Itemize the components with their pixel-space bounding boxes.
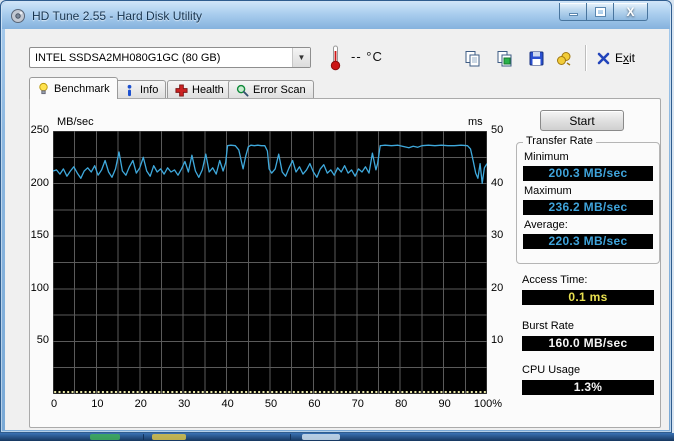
taskbar-item [302,434,340,440]
thermometer-icon [330,45,341,71]
access-time-label: Access Time: [522,274,588,286]
tab-error-scan[interactable]: Error Scan [228,80,314,99]
exit-label: Exit [615,51,636,65]
tab-info[interactable]: Info [115,80,167,99]
drive-select-value: INTEL SSDSA2MH080G1GC (80 GB) [35,51,221,64]
maximize-button[interactable] [587,3,614,21]
minimize-icon [568,13,578,16]
tab-health-label: Health [192,84,224,96]
y-right-axis-unit: ms [468,116,483,128]
health-cross-icon [175,83,188,97]
copy-icon [465,50,479,66]
taskbar-icon [90,434,120,440]
toolbar-separator [585,45,586,71]
magnifier-icon [236,84,249,97]
temperature-value: -- [351,49,362,64]
transfer-rate-plot [53,131,487,394]
temperature-unit: °C [366,49,383,64]
y-left-axis-unit: MB/sec [57,116,94,128]
tab-benchmark-label: Benchmark [54,82,110,95]
transfer-rate-legend: Transfer Rate [523,135,596,147]
close-button[interactable]: X [614,3,648,21]
donate-button[interactable] [551,46,577,70]
minimum-label: Minimum [524,151,569,163]
maximum-label: Maximum [524,185,572,197]
burst-rate-value: 160.0 MB/sec [522,336,654,351]
close-icon: X [626,4,635,19]
app-icon [11,8,25,23]
drive-select-dropdown[interactable]: INTEL SSDSA2MH080G1GC (80 GB) ▼ [29,47,311,68]
average-label: Average: [524,219,568,231]
tab-error-scan-label: Error Scan [253,84,306,96]
cpu-usage-label: CPU Usage [522,364,581,376]
lightbulb-icon [39,82,48,95]
access-time-value: 0.1 ms [522,290,654,305]
tab-benchmark[interactable]: Benchmark [29,77,118,99]
titlebar[interactable]: HD Tune 2.55 - Hard Disk Utility X [2,2,670,29]
minimum-value: 200.3 MB/sec [523,166,653,181]
app-window: HD Tune 2.55 - Hard Disk Utility X INTEL… [0,0,672,433]
save-button[interactable] [523,46,549,70]
minimize-button[interactable] [559,3,587,21]
chevron-down-icon[interactable]: ▼ [292,48,310,67]
donate-icon [557,51,571,66]
copy-image-icon [497,50,511,66]
temperature-readout: -- °C [351,49,383,64]
maximum-value: 236.2 MB/sec [523,200,653,215]
maximize-icon [594,6,606,17]
copy-button[interactable] [459,46,485,70]
burst-rate-label: Burst Rate [522,320,574,332]
window-title: HD Tune 2.55 - Hard Disk Utility [32,8,203,23]
tab-health[interactable]: Health [167,80,232,99]
tab-info-label: Info [140,84,159,96]
taskbar-icon [152,434,186,440]
caption-buttons: X [559,3,648,21]
start-button[interactable]: Start [540,110,624,131]
taskbar-divider [143,434,144,440]
copy-screenshot-button[interactable] [491,46,517,70]
exit-button[interactable]: Exit [593,47,639,69]
cpu-usage-value: 1.3% [522,380,654,395]
taskbar[interactable] [0,433,674,441]
exit-icon [597,52,610,64]
taskbar-divider [290,434,291,440]
info-icon [127,84,132,96]
save-icon [529,51,543,65]
average-value: 220.3 MB/sec [523,234,653,249]
transfer-rate-group: Transfer Rate Minimum 200.3 MB/sec Maxim… [516,135,660,264]
benchmark-chart [53,131,487,394]
